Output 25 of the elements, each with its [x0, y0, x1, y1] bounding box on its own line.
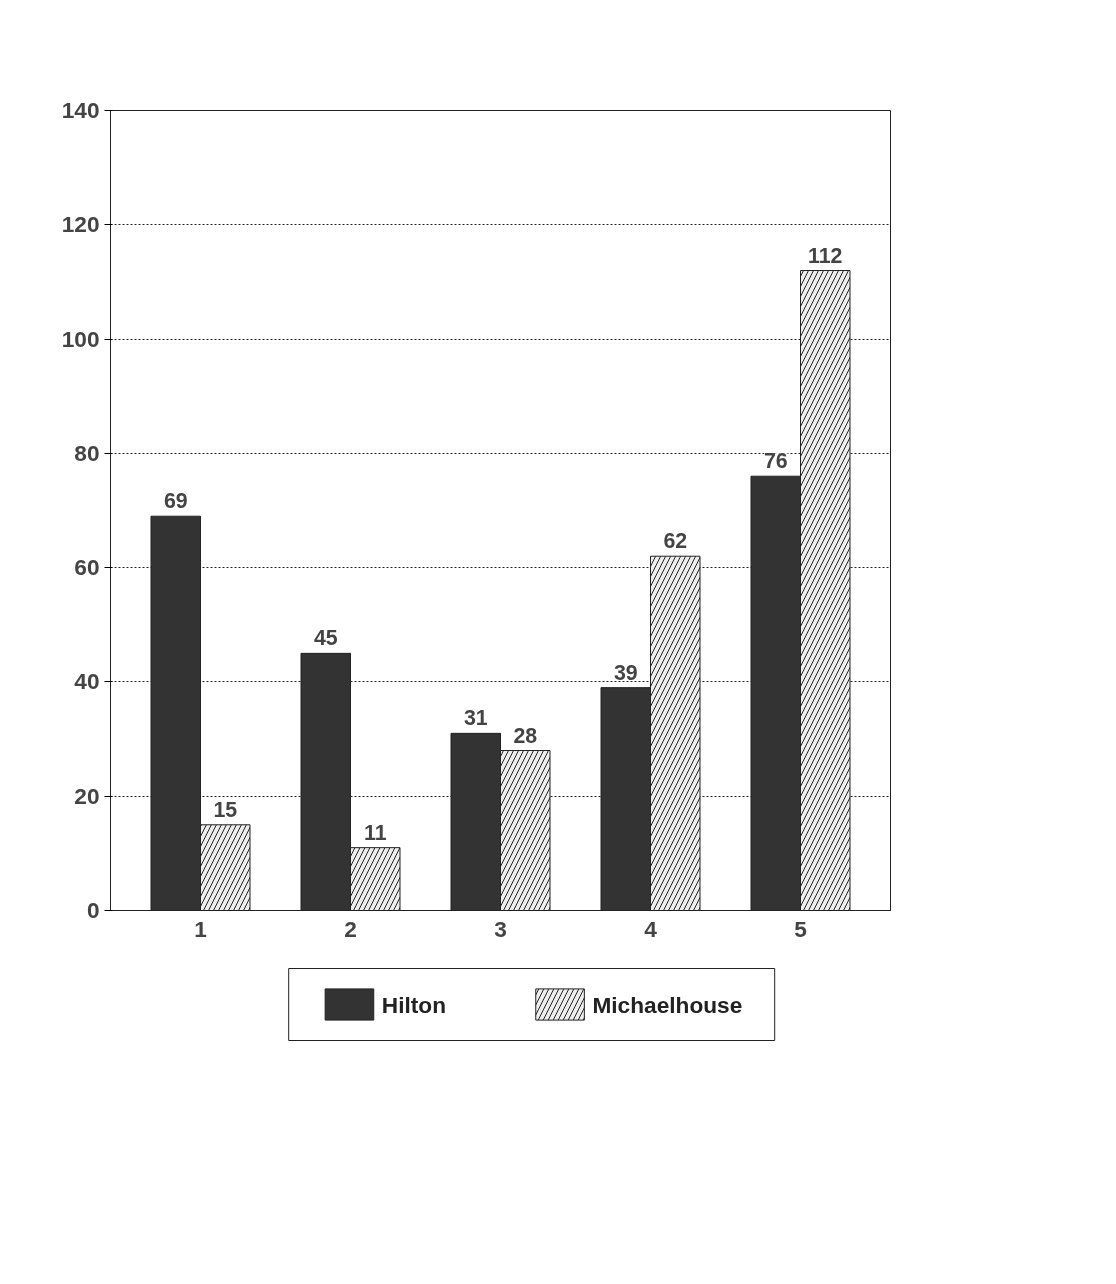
legend-label: Hilton: [381, 991, 447, 1018]
data-label: 11: [363, 820, 387, 845]
x-tick-label: 1: [194, 915, 207, 942]
data-label: 76: [763, 449, 788, 474]
data-label: 112: [808, 243, 843, 268]
data-label: 62: [663, 529, 688, 554]
data-label: 69: [163, 489, 188, 514]
y-tick-label: 80: [74, 439, 100, 466]
x-tick-label: 3: [494, 915, 507, 942]
y-tick-label: 60: [74, 554, 100, 581]
y-tick-label: 40: [74, 668, 100, 695]
data-label: 39: [613, 660, 638, 685]
data-label: 28: [513, 723, 538, 748]
data-label: 45: [313, 626, 338, 651]
x-tick-label: 2: [344, 915, 357, 942]
y-tick-label: 20: [74, 782, 100, 809]
data-label: 15: [213, 797, 238, 822]
y-tick-label: 100: [61, 325, 100, 352]
x-tick-label: 4: [644, 915, 658, 942]
x-tick-label: 5: [794, 915, 807, 942]
y-tick-label: 120: [61, 211, 100, 238]
y-tick-label: 0: [86, 897, 100, 923]
data-label: 31: [463, 706, 488, 731]
legend-label: Michaelhouse: [592, 991, 743, 1018]
y-tick-label: 140: [61, 97, 100, 123]
